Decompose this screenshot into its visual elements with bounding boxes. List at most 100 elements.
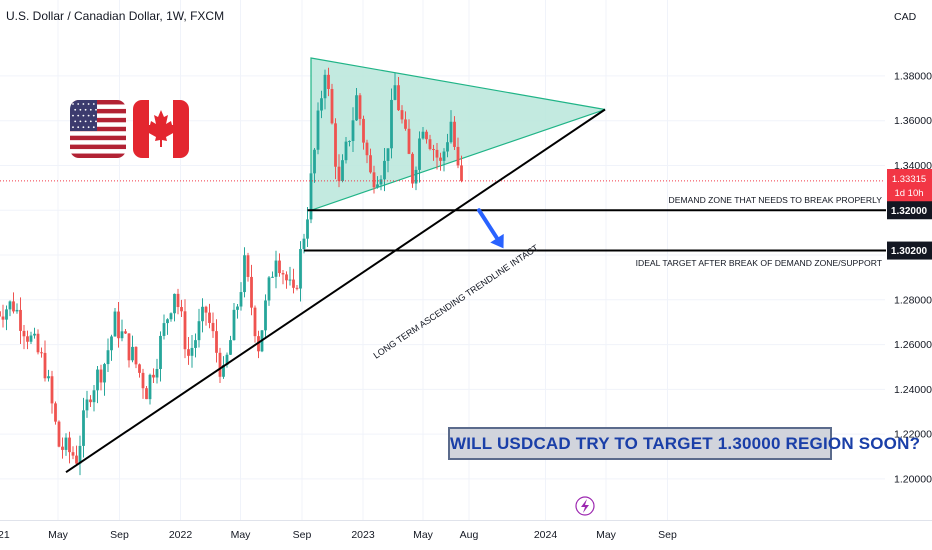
candle (0, 311, 1, 317)
candle (68, 431, 71, 464)
candle (414, 166, 418, 191)
candle (113, 308, 117, 337)
level-1-tag: 1.32000 (887, 201, 932, 220)
candle (208, 303, 211, 329)
candle (152, 368, 155, 384)
y-tick-label: 1.22000 (894, 429, 932, 441)
x-tick-label: 2024 (534, 529, 558, 541)
candle (15, 303, 19, 314)
candle (187, 337, 190, 365)
y-tick-label: 1.20000 (894, 473, 932, 485)
candle (138, 363, 141, 378)
candle (264, 294, 267, 338)
candle (33, 327, 36, 339)
candle (169, 312, 173, 322)
candle (313, 147, 316, 183)
candle (127, 333, 131, 368)
candle (442, 148, 446, 172)
level-2-value: 1.30200 (891, 246, 928, 257)
current-price-value: 1.33315 (892, 174, 926, 185)
down-arrow-icon (477, 208, 504, 249)
candle (327, 67, 330, 97)
candle (1, 304, 5, 328)
time-axis[interactable]: 2021 May Sep 2022 May Sep 2023 May Aug 2024 May Sep (0, 529, 677, 541)
candle (124, 329, 127, 334)
candle (411, 152, 414, 188)
ideal-target-annotation: IDEAL TARGET AFTER BREAK OF DEMAND ZONE/… (636, 258, 883, 268)
candle (397, 76, 400, 111)
candle (393, 72, 397, 101)
candle (211, 312, 215, 338)
x-tick-label: Sep (658, 529, 677, 541)
candle (428, 134, 432, 151)
candle (274, 250, 278, 289)
candle (145, 386, 148, 400)
candle (432, 144, 435, 161)
canada-flag-icon (133, 100, 189, 158)
candle (355, 87, 358, 122)
y-tick-label: 1.38000 (894, 70, 932, 82)
candle (82, 397, 85, 458)
candle (197, 308, 201, 348)
x-tick-label: Sep (293, 529, 312, 541)
candle (337, 154, 341, 188)
candle (5, 305, 8, 331)
lightning-icon[interactable] (575, 496, 595, 516)
candle (229, 335, 232, 356)
candle (344, 136, 348, 164)
y-tick-label: 1.28000 (894, 294, 932, 306)
candle (425, 129, 428, 144)
candle (236, 304, 239, 319)
candle (47, 369, 50, 382)
candle (446, 133, 449, 158)
candle (316, 102, 320, 155)
x-tick-label: Sep (110, 529, 129, 541)
candle (418, 131, 421, 183)
candle (285, 271, 288, 289)
x-tick-label: May (231, 529, 252, 541)
candle (117, 302, 120, 348)
candle (120, 319, 124, 342)
candle (292, 268, 295, 294)
candle (334, 118, 337, 180)
candle (460, 155, 463, 183)
candle (439, 152, 442, 171)
candle (75, 445, 78, 466)
x-tick-label: 2022 (169, 529, 193, 541)
candle (166, 318, 169, 335)
chart-grid (0, 0, 932, 521)
y-tick-label: 1.36000 (894, 115, 932, 127)
level-1-value: 1.32000 (891, 206, 928, 217)
candle (278, 253, 281, 277)
candle (383, 147, 386, 192)
candle (176, 288, 180, 315)
candle (92, 385, 96, 412)
symbol-title: U.S. Dollar / Canadian Dollar, 1W, FXCM (6, 9, 225, 23)
x-tick-label: May (48, 529, 69, 541)
candle (365, 139, 369, 164)
candle (271, 271, 274, 278)
candle (330, 83, 334, 125)
ascending-trendline[interactable] (65, 108, 606, 474)
candle (372, 165, 376, 194)
candle (50, 370, 54, 414)
candlestick-series (0, 67, 463, 476)
candle (453, 116, 456, 150)
candle (29, 331, 33, 345)
candle (362, 115, 365, 150)
candle (351, 107, 355, 152)
candle (106, 338, 110, 372)
x-tick-label: 2021 (0, 529, 10, 541)
candle (103, 362, 106, 396)
y-tick-label: 1.24000 (894, 384, 932, 396)
candle (390, 88, 393, 159)
us-flag-icon (70, 100, 126, 158)
candle (40, 347, 43, 358)
candle (22, 324, 26, 350)
candle (64, 433, 68, 456)
bar-countdown: 1d 10h (894, 188, 923, 199)
candle (243, 247, 246, 298)
candle (379, 175, 383, 191)
candle (71, 446, 75, 460)
